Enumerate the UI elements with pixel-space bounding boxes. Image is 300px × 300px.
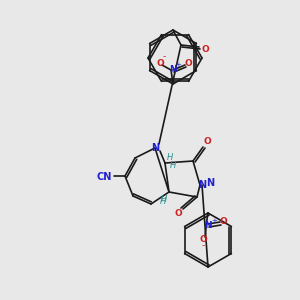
Text: N: N — [206, 178, 214, 188]
Text: O: O — [184, 58, 192, 68]
Text: +: + — [211, 218, 217, 224]
Text: H: H — [170, 160, 176, 169]
Text: N: N — [169, 64, 177, 74]
Text: O: O — [203, 137, 211, 146]
Text: H: H — [161, 196, 167, 205]
Text: H: H — [167, 152, 173, 161]
Text: H: H — [160, 197, 166, 206]
Text: -: - — [201, 242, 205, 250]
Text: N: N — [204, 221, 212, 230]
Text: N: N — [198, 180, 206, 190]
Text: O: O — [156, 58, 164, 68]
Text: CN: CN — [96, 172, 112, 182]
Text: +: + — [175, 62, 181, 68]
Text: N: N — [151, 143, 159, 153]
Text: O: O — [219, 217, 227, 226]
Text: O: O — [199, 236, 207, 244]
Text: O: O — [201, 44, 209, 53]
Text: O: O — [174, 209, 182, 218]
Text: -: - — [162, 52, 166, 62]
